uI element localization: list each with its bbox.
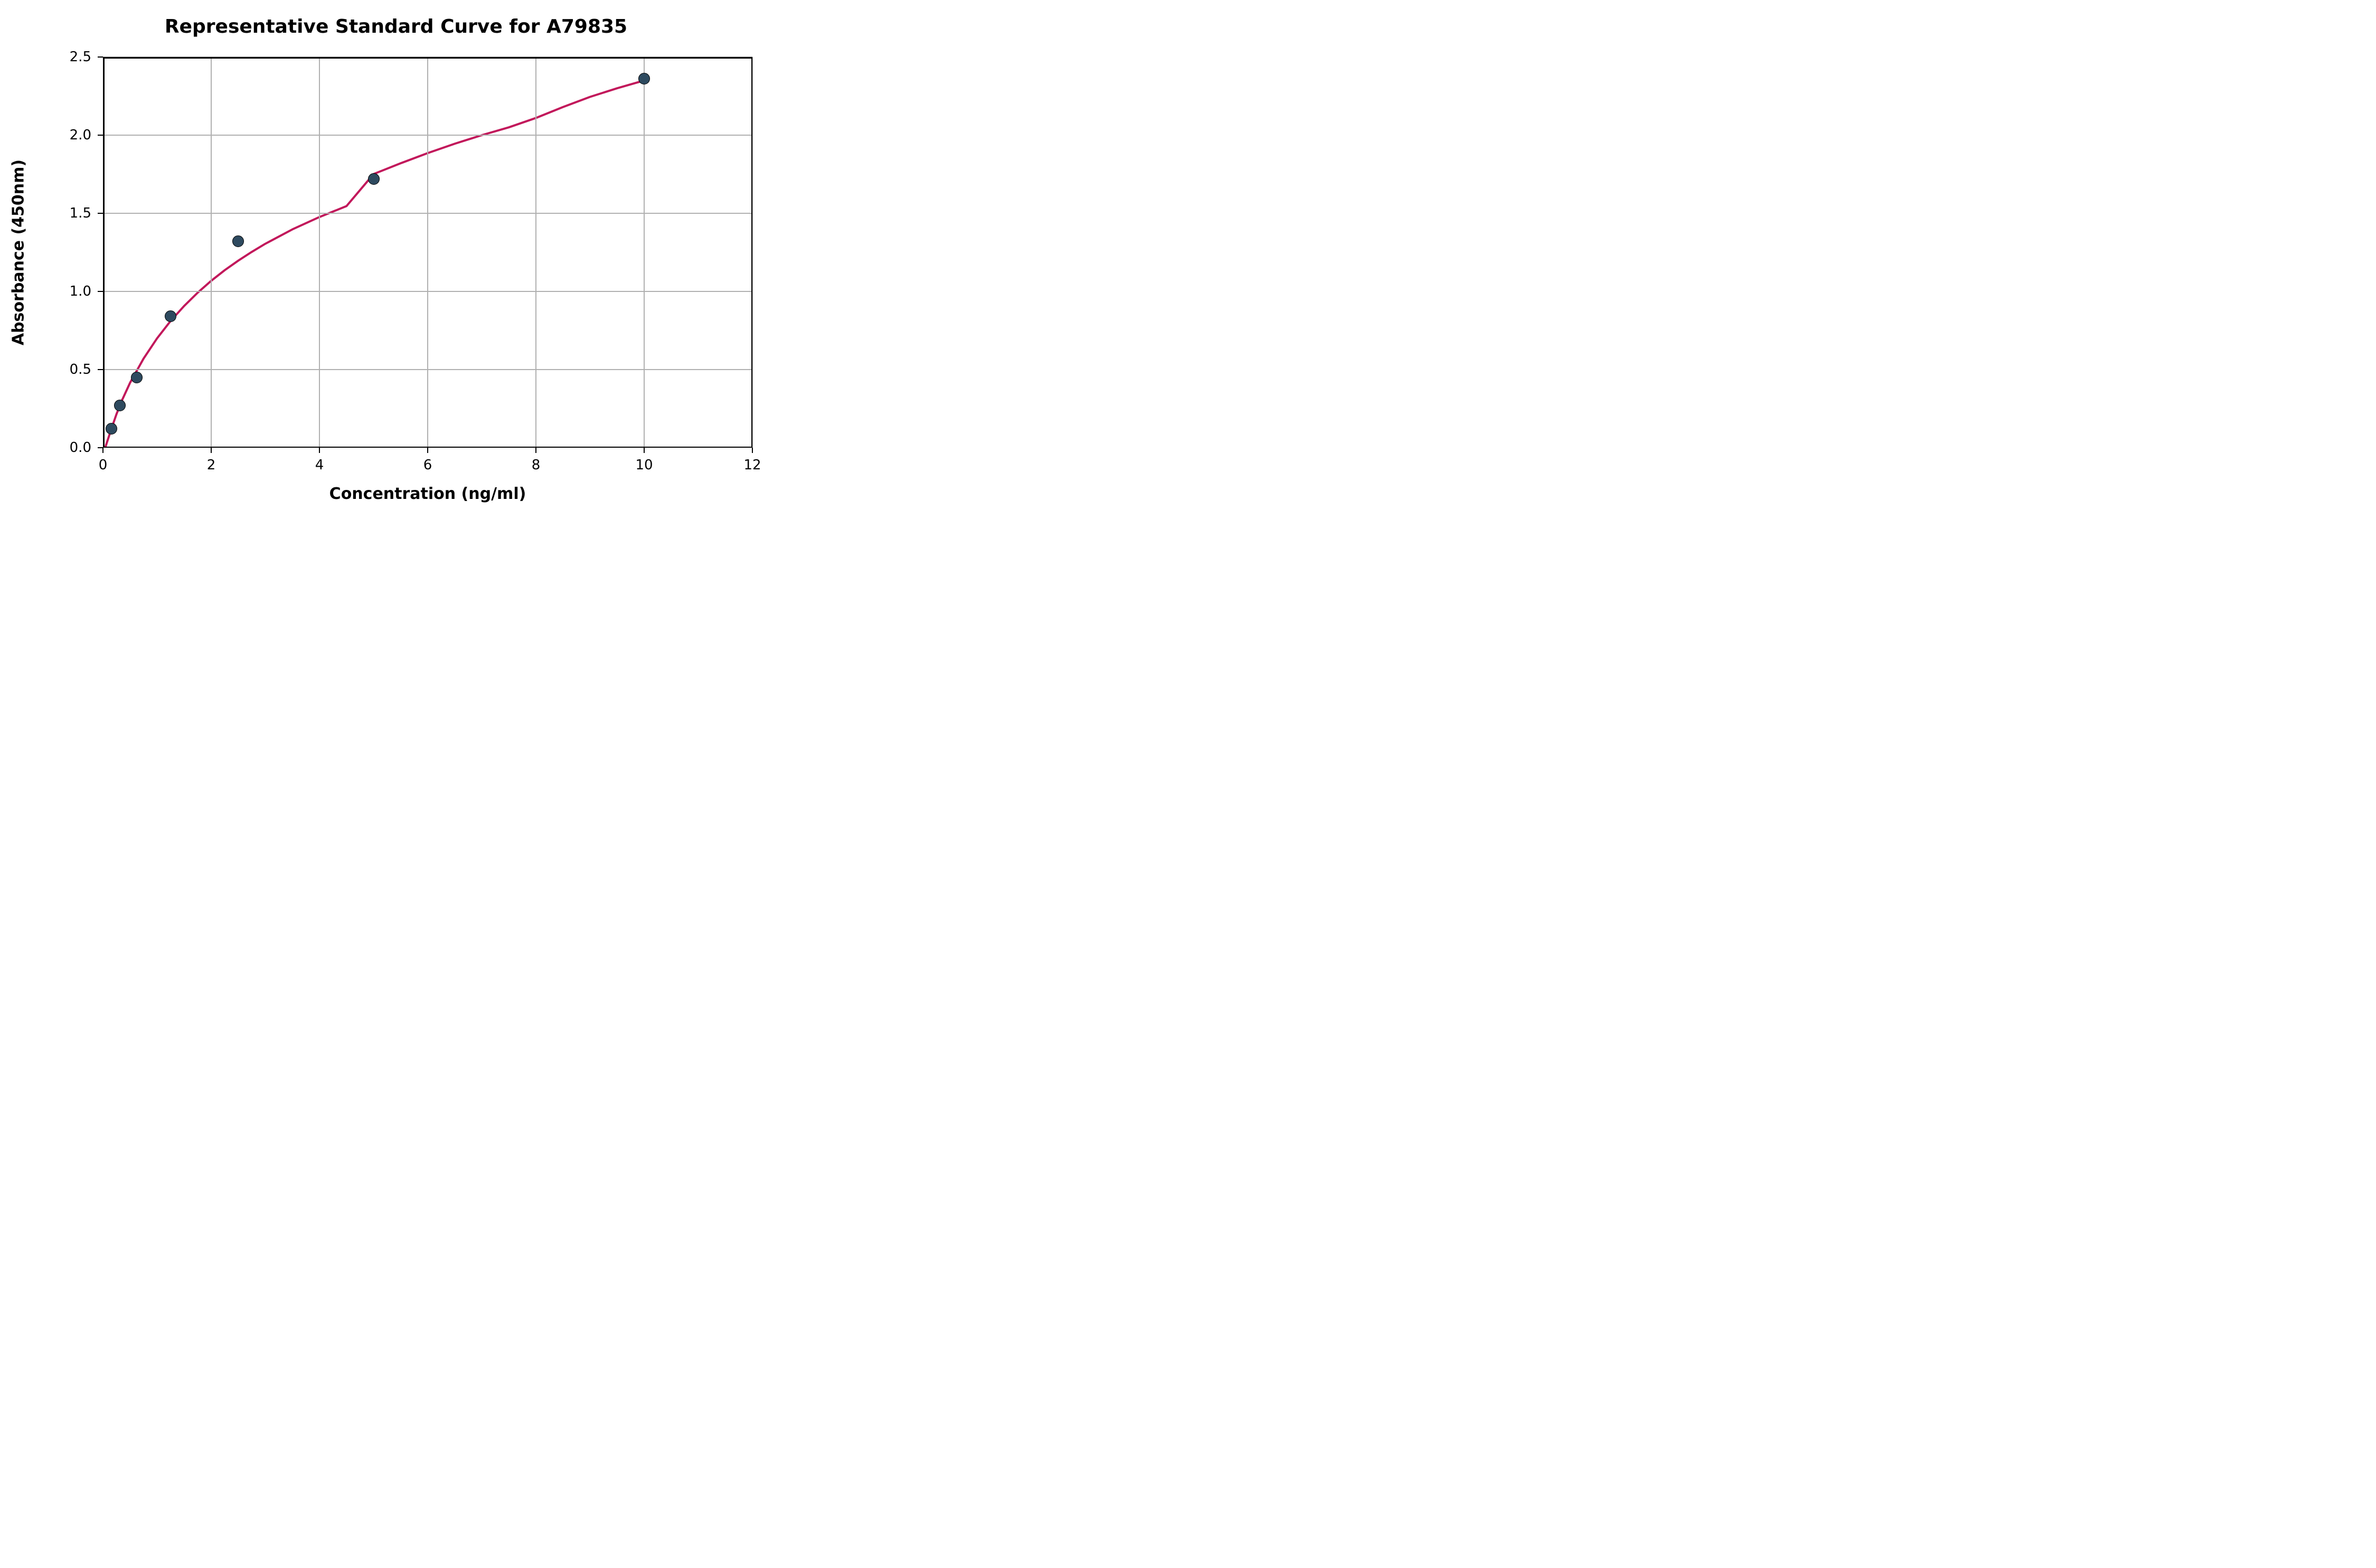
x-tick-label: 12 [743, 457, 761, 473]
x-tick-mark [102, 448, 104, 453]
y-tick-label: 1.5 [70, 205, 91, 221]
y-axis-label: Absorbance (450nm) [10, 159, 28, 345]
x-tick-mark [211, 448, 212, 453]
data-point [131, 372, 143, 383]
x-tick-mark [427, 448, 429, 453]
y-tick-mark [98, 369, 103, 371]
x-tick-mark [319, 448, 320, 453]
grid-line-horizontal [103, 291, 752, 292]
x-tick-mark [535, 448, 537, 453]
spine-right [751, 57, 753, 448]
y-tick-mark [98, 135, 103, 136]
grid-line-vertical [644, 57, 645, 448]
y-tick-label: 2.5 [70, 49, 91, 65]
y-tick-label: 2.0 [70, 127, 91, 143]
data-point [165, 310, 176, 322]
y-tick-mark [98, 447, 103, 449]
grid-line-horizontal [103, 369, 752, 370]
y-tick-mark [98, 56, 103, 58]
y-tick-label: 0.5 [70, 362, 91, 377]
data-point [232, 235, 244, 247]
x-tick-label: 10 [635, 457, 653, 473]
figure: Representative Standard Curve for A79835… [0, 0, 792, 523]
spine-left [103, 57, 105, 448]
data-point [368, 173, 380, 185]
y-tick-mark [98, 213, 103, 214]
x-tick-label: 6 [423, 457, 432, 473]
x-axis-label: Concentration (ng/ml) [329, 485, 526, 503]
y-tick-label: 0.0 [70, 440, 91, 456]
x-tick-mark [752, 448, 753, 453]
grid-line-vertical [427, 57, 428, 448]
grid-line-horizontal [103, 135, 752, 136]
x-tick-label: 8 [532, 457, 541, 473]
x-tick-label: 4 [315, 457, 324, 473]
grid-line-vertical [319, 57, 320, 448]
grid-line-horizontal [103, 213, 752, 214]
data-point [106, 423, 117, 434]
spine-bottom [103, 447, 752, 448]
data-point [114, 400, 126, 411]
grid-line-vertical [211, 57, 212, 448]
spine-top [103, 57, 752, 59]
x-tick-mark [644, 448, 645, 453]
y-tick-label: 1.0 [70, 284, 91, 299]
data-point [638, 73, 650, 84]
x-tick-label: 0 [99, 457, 108, 473]
y-tick-mark [98, 291, 103, 292]
chart-title: Representative Standard Curve for A79835 [0, 16, 792, 37]
grid-line-vertical [535, 57, 536, 448]
plot-area [103, 57, 752, 448]
x-tick-label: 2 [207, 457, 216, 473]
